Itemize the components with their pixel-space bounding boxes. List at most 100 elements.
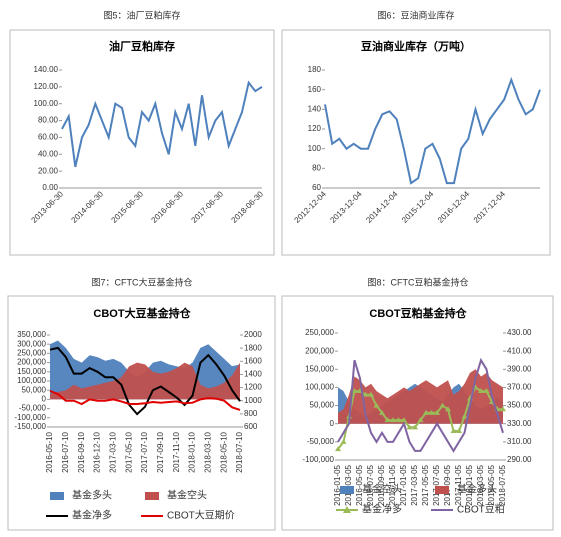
line [49, 346, 241, 416]
figure-caption: 图5：油厂豆粕库存 [103, 9, 180, 20]
y2-tick-label: 430.00 [507, 328, 532, 337]
frame [281, 295, 554, 531]
x-tick-label: 2017-01-05 [399, 464, 408, 505]
y-tick-label: 100.00 [34, 99, 59, 108]
legend-label: 基金净多 [362, 503, 402, 516]
legend-label: 基金多头 [457, 483, 497, 496]
y2-tick-label: 390.00 [507, 364, 532, 373]
marker [384, 417, 391, 423]
y2-tick-label: 1000 [244, 396, 262, 405]
y2-tick-label: 350.00 [507, 401, 532, 410]
marker [439, 402, 446, 408]
x-tick-label: 2013-12-04 [328, 189, 364, 225]
x-tick-label: 2012-12-04 [293, 189, 329, 225]
marker [428, 409, 435, 415]
marker [500, 406, 506, 412]
y-tick-label: 0.00 [42, 183, 58, 192]
y-tick-label: 300,000 [17, 339, 46, 348]
y2-tick-label: 1600 [244, 356, 262, 365]
area [50, 362, 240, 400]
y-tick-label: 200,000 [305, 346, 334, 355]
x-tick-label: 2017-03-10 [108, 431, 117, 472]
y-tick-label: 180 [308, 65, 322, 74]
y2-tick-label: 800 [244, 409, 258, 418]
marker [483, 388, 490, 394]
chart-title: 豆油商业库存（万吨） [361, 39, 471, 53]
x-tick-label: 2018-06-30 [230, 189, 266, 225]
x-tick-label: 2016-09-10 [77, 431, 86, 472]
y-tick-label: -50,000 [307, 437, 335, 446]
x-tick-label: 2015-12-04 [400, 189, 436, 225]
y2-tick-label: 600 [244, 422, 258, 431]
line [324, 76, 541, 185]
y2-tick-label: 410.00 [507, 346, 532, 355]
y-tick-label: 0 [42, 395, 47, 404]
x-tick-label: 2018-03-10 [203, 431, 212, 472]
marker [478, 388, 484, 394]
marker [390, 417, 396, 423]
frame [7, 295, 276, 531]
y-tick-label: 120.00 [34, 82, 59, 91]
figure-caption: 图7：CFTC大豆基金持仓 [92, 276, 193, 287]
x-tick-label: 2016-11-05 [388, 464, 397, 505]
y2-tick-label: 290.00 [507, 455, 532, 464]
x-tick-label: 2016-07-10 [61, 431, 70, 472]
marker [379, 409, 385, 415]
x-tick-label: 2017-09-05 [443, 464, 452, 505]
legend-swatch [435, 486, 449, 494]
y-tick-label: 20.00 [38, 166, 59, 175]
marker [401, 417, 407, 423]
marker [456, 427, 462, 433]
y-tick-label: -50,000 [19, 404, 47, 413]
legend-label: CBOT大豆期价 [167, 509, 235, 522]
y-tick-label: 200,000 [17, 358, 46, 367]
legend-label: 基金空头 [362, 483, 402, 496]
marker [450, 427, 457, 433]
legend-label: 基金空头 [167, 489, 207, 502]
chart-title: 油厂豆粕库存 [109, 39, 175, 53]
x-tick-label: 2014-12-04 [364, 189, 400, 225]
marker [395, 417, 402, 423]
y2-tick-label: 370.00 [507, 383, 532, 392]
y-tick-label: 150,000 [17, 367, 46, 376]
x-tick-label: 2016-05-05 [355, 464, 364, 505]
y-tick-label: 140 [308, 104, 322, 113]
marker [351, 388, 358, 394]
x-tick-label: 2016-12-04 [436, 189, 472, 225]
x-tick-label: 2016-12-10 [93, 431, 102, 472]
figure-caption: 图6：豆油商业库存 [377, 9, 454, 20]
y-tick-label: 100 [308, 144, 322, 153]
marker [340, 438, 347, 444]
x-tick-label: 2018-07-10 [235, 431, 244, 472]
y-tick-label: 150,000 [305, 364, 334, 373]
x-tick-label: 2017-09-10 [156, 431, 165, 472]
marker [406, 424, 413, 430]
y2-tick-label: 1400 [244, 370, 262, 379]
legend-label: 基金净多 [72, 509, 112, 522]
marker [417, 417, 424, 423]
y-tick-label: 80.00 [38, 116, 59, 125]
x-tick-label: 2013-06-30 [30, 189, 66, 225]
line [61, 80, 263, 168]
frame [281, 29, 551, 256]
line [337, 357, 504, 453]
marker [335, 446, 341, 452]
y2-tick-label: 1800 [244, 343, 262, 352]
y-tick-label: 50,000 [22, 385, 47, 394]
y-tick-label: 100,000 [305, 383, 334, 392]
marker [445, 406, 451, 412]
y-tick-label: 60 [312, 183, 321, 192]
y2-tick-label: 2000 [244, 330, 262, 339]
legend-swatch [343, 506, 351, 513]
y2-tick-label: 330.00 [507, 419, 532, 428]
marker [423, 409, 429, 415]
x-tick-label: 2018-05-05 [487, 464, 496, 505]
legend-label: CBOT豆粕 [457, 503, 505, 516]
marker [434, 409, 440, 415]
x-tick-label: 2017-07-05 [432, 464, 441, 505]
x-tick-label: 2017-05-05 [421, 464, 430, 505]
marker [461, 413, 468, 419]
line [49, 389, 241, 411]
y-tick-label: 100,000 [17, 376, 46, 385]
